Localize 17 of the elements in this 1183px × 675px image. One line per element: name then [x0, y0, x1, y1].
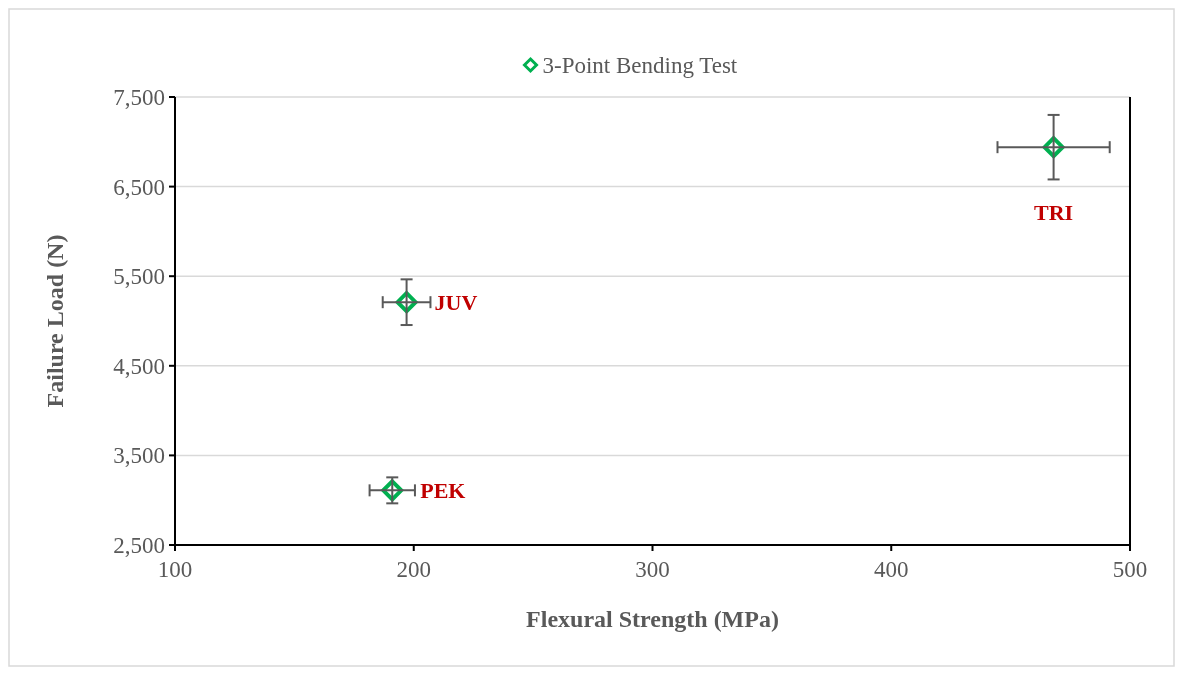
y-tick-label: 2,500 — [113, 533, 165, 559]
legend-label: 3-Point Bending Test — [542, 53, 738, 79]
y-tick-label: 3,500 — [113, 443, 165, 469]
x-tick-label: 100 — [157, 557, 193, 582]
x-tick-label: 200 — [396, 557, 431, 582]
x-tick-label: 300 — [635, 557, 670, 582]
annotation: JUV — [434, 289, 478, 315]
annotation: TRI — [1034, 199, 1074, 225]
y-tick-label: 6,500 — [113, 174, 165, 200]
y-tick-label: 4,500 — [113, 353, 165, 379]
annotation: PEK — [420, 478, 466, 504]
x-tick-label: 500 — [1112, 557, 1148, 582]
x-tick-label: 400 — [874, 557, 909, 582]
y-tick-label: 5,500 — [113, 264, 165, 290]
y-axis-title: Failure Load (N) — [42, 234, 68, 408]
y-tick-label: 7,500 — [113, 85, 165, 111]
x-axis-title: Flexural Strength (MPa) — [526, 606, 779, 632]
